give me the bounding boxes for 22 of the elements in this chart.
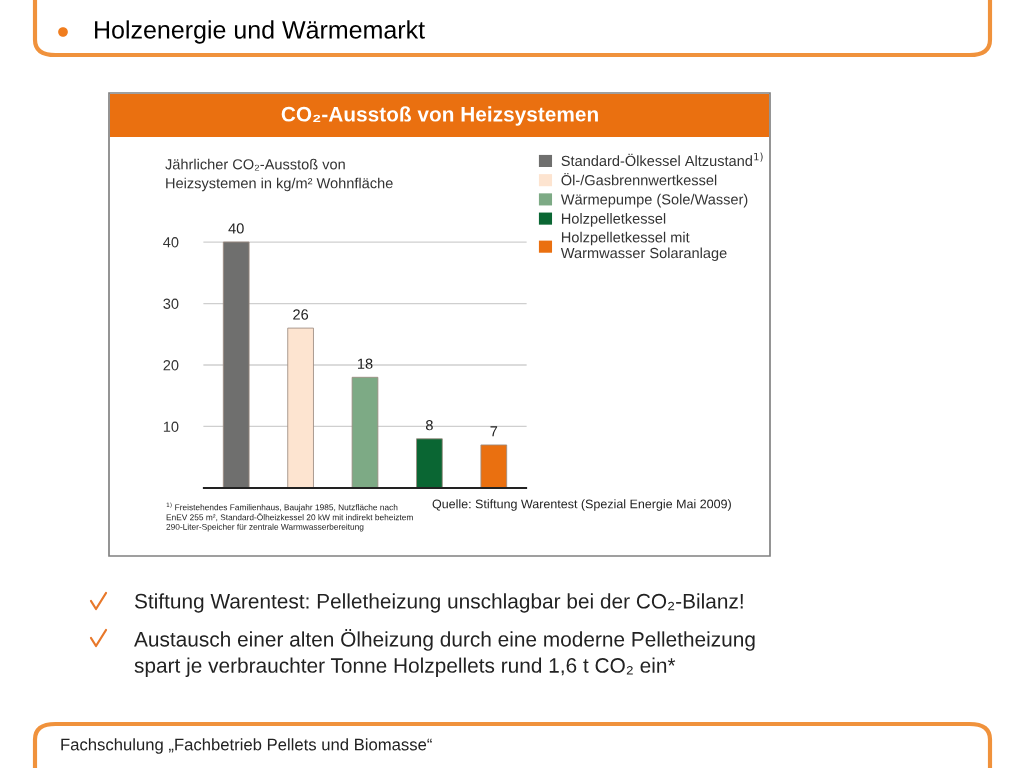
data-label: 40 [228,223,244,234]
legend-label: Holzpelletkessel [561,213,666,227]
source-note: Quelle: Stiftung Warentest (Spezial Energie Mai 2009) [432,499,731,511]
data-label: 18 [358,358,373,369]
text: Fachschulung „Fachbetrieb Pellets und Biomasse“ [61,738,432,754]
text: $^{1)}$ Freistehendes Familienhaus, Baujahr 1985, Nutzfläche nach EnEV 255 m², Standard-Ölheizkessel 20 kW mit indirekt beheiztem 290-Liter-Speicher für zentrale Warmwasserbereitung [166,502,413,532]
data-label: 8 [425,420,433,431]
y-tick-label: 40 [163,237,179,248]
chart-subtitle: CO₂-Ausstoß von Heizsystemen [281,106,598,126]
y-axis-title: Jährlicher CO₂-Ausstoß von Heizsystemen in kg/m² Wohnfläche [165,158,393,192]
legend-label: Standard-Ölkessel Altzustand$^{1)}$ [561,152,763,167]
legend-label: Öl-/Gasbrennwertkessel [561,173,717,186]
y-tick-label: 30 [163,298,179,309]
y-tick-label: 10 [163,421,179,432]
text: Austausch einer alten Ölheizung durch eine moderne Pelletheizung spart je verbrauchter Tonne Holzpellets rund 1,6 t CO₂ ein* [134,629,755,677]
legend-label: Holzpelletkessel mit Warmwasser Solaranlage [560,231,727,262]
data-label: 26 [293,309,309,320]
data-label: 7 [490,426,498,437]
y-tick-label: 20 [163,360,179,371]
chart-title: Holzenergie und Wärmemarkt [95,20,425,44]
text: Stiftung Warentest: Pelletheizung unschlagbar bei der CO₂-Bilanz! [134,593,743,613]
legend-label: Wärmepumpe (Sole/Wasser) [560,193,748,208]
